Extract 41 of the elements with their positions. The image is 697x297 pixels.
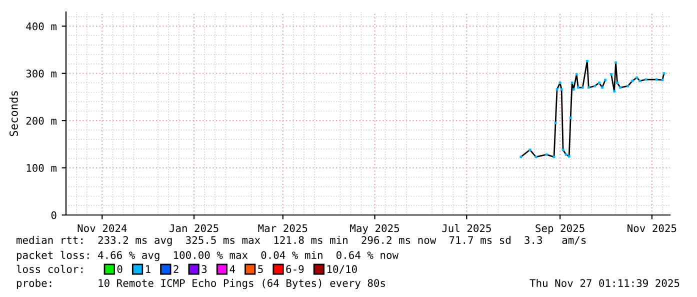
y-tick-label: 200 m	[26, 116, 56, 125]
y-axis-title: Seconds	[9, 91, 18, 136]
text: median rtt: 233.2 ms avg 325.5 ms max 121.8 ms min 296.2 ms now 71.7 ms sd 3.3 am/s	[16, 236, 586, 246]
point	[575, 73, 578, 76]
x-tick-label: Nov 2025	[628, 224, 676, 232]
point	[636, 76, 638, 79]
legend-label: 6-9	[286, 265, 304, 274]
legend-label: 0	[117, 265, 122, 274]
legend-label: 2	[174, 265, 178, 273]
point	[631, 80, 634, 82]
x-tick-label: Jan 2025	[170, 224, 218, 232]
y-tick-label: 100 m	[26, 164, 56, 172]
legend-label: 1	[146, 265, 150, 273]
point	[570, 82, 574, 84]
legend-label: 3	[202, 265, 207, 274]
point	[638, 80, 642, 82]
legend-label: 4	[230, 265, 236, 273]
legend-label: 5	[258, 265, 263, 274]
x-tick-label: May 2025	[350, 224, 400, 234]
legend-title: loss color:	[16, 264, 82, 274]
y-tick-label: 0	[51, 211, 56, 220]
text: probe: 10 Remote ICMP Echo Pings (64 Bytes) every 80s	[16, 278, 385, 290]
legend-label: 10/10	[327, 265, 357, 274]
point	[528, 148, 532, 152]
x-tick-label: Mar 2025	[258, 224, 308, 232]
point	[560, 88, 563, 91]
point	[520, 156, 522, 158]
x-tick-label: Sep 2025	[536, 224, 584, 234]
point	[562, 148, 564, 152]
text: Thu Nov 27 01:11:39 2025	[530, 278, 680, 288]
point	[534, 156, 538, 158]
text: packet loss: 4.66 % avg 100.00 % max 0.04 % min 0.64 % now	[16, 250, 399, 262]
y-tick-label: 300 m	[26, 70, 56, 78]
point	[572, 88, 575, 91]
y-tick-label: 400 m	[26, 22, 56, 30]
point	[564, 153, 568, 156]
point	[626, 84, 630, 88]
x-tick-label: Nov 2024	[78, 224, 127, 232]
point	[586, 60, 588, 62]
x-tick-label: Jul 2025	[442, 224, 491, 232]
point	[593, 84, 596, 88]
